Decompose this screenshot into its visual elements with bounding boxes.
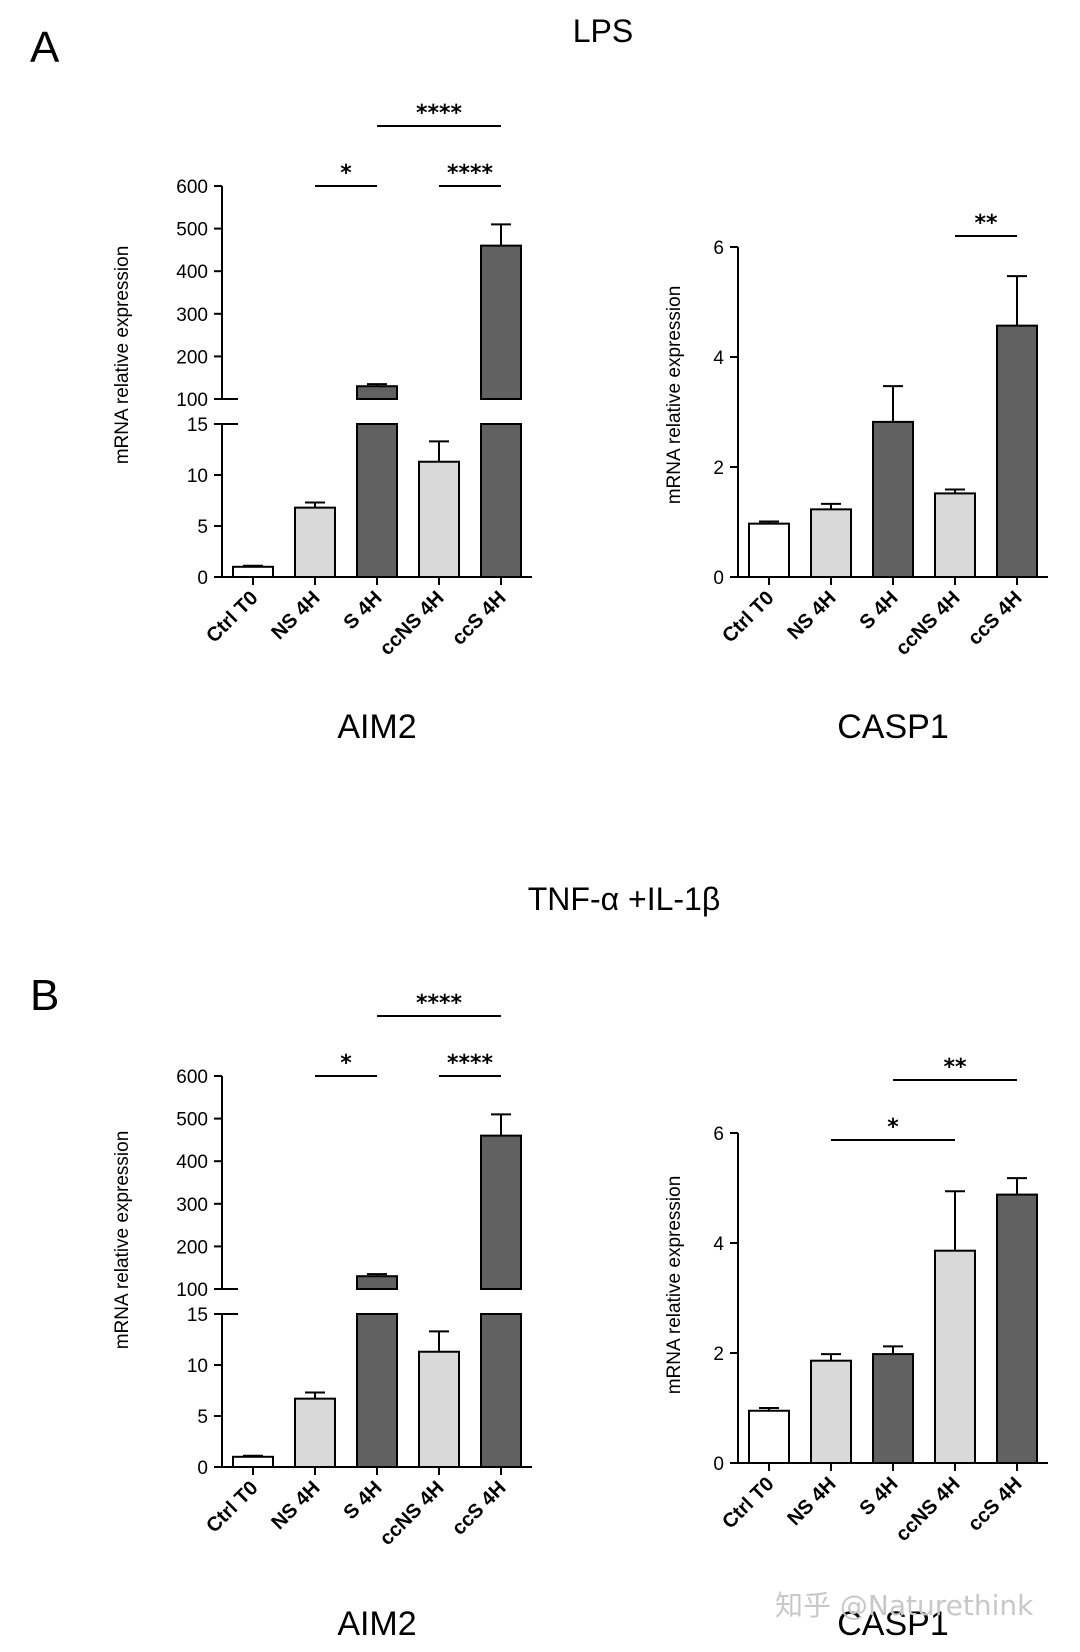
bar-ccs-4h-lower xyxy=(480,423,522,578)
significance-label: **** xyxy=(416,101,463,126)
x-tick-label: ccNS 4H xyxy=(892,1473,965,1546)
bar-ccs-4h xyxy=(996,1193,1038,1464)
bar-s-4h-upper xyxy=(356,385,398,401)
panel-a-letter: A xyxy=(30,23,60,72)
y-tick-label: 500 xyxy=(176,1110,208,1131)
x-tick-label: NS 4H xyxy=(267,1477,324,1534)
panel-a-condition-title: LPS xyxy=(573,13,633,49)
bar-ccns-4h xyxy=(934,492,976,578)
y-tick-label: 200 xyxy=(176,1237,208,1258)
chart-a-aim2: 0 5 10 15 100 200 300 400 500 600 Ctrl T0 NS 4H S 4H… xyxy=(112,101,532,746)
bar-ns-4h xyxy=(810,508,852,579)
y-tick-label: 200 xyxy=(176,347,208,368)
bar-ctrl-t0 xyxy=(748,522,790,579)
significance-label: * xyxy=(340,161,352,186)
y-tick-label: 5 xyxy=(197,1407,208,1428)
bar-s-4h xyxy=(872,420,914,578)
y-tick-label: 400 xyxy=(176,262,208,283)
y-axis-title: mRNA relative expression xyxy=(112,246,133,465)
watermark-text: 知乎 @Naturethink xyxy=(775,1589,1034,1622)
y-axis-title: mRNA relative expression xyxy=(664,1176,685,1395)
x-tick-label: S 4H xyxy=(856,587,903,634)
bar-ns-4h xyxy=(294,1397,336,1469)
y-tick-label: 100 xyxy=(176,1280,208,1301)
x-tick-label: NS 4H xyxy=(267,587,324,644)
y-tick-label: 400 xyxy=(176,1152,208,1173)
bar-s-4h-lower xyxy=(356,423,398,578)
x-tick-label: S 4H xyxy=(340,1477,387,1524)
x-tick-label: ccS 4H xyxy=(964,587,1027,650)
gene-label: AIM2 xyxy=(337,708,416,746)
x-tick-label: ccNS 4H xyxy=(892,587,965,660)
y-tick-label: 2 xyxy=(713,458,724,479)
bar-ctrl-t0 xyxy=(232,565,274,578)
y-axis-title: mRNA relative expression xyxy=(112,1131,133,1350)
y-tick-label: 0 xyxy=(197,1458,208,1479)
y-tick-label: 100 xyxy=(176,390,208,411)
x-tick-label: ccS 4H xyxy=(448,587,511,650)
bar-ccns-4h xyxy=(418,1350,460,1468)
panel-b-condition-title: TNF-α +IL-1β xyxy=(528,881,720,917)
x-tick-label: S 4H xyxy=(340,587,387,634)
y-tick-label: 600 xyxy=(176,177,208,198)
significance-label: **** xyxy=(416,991,463,1016)
significance-label: ** xyxy=(943,1055,967,1080)
bar-ctrl-t0 xyxy=(232,1455,274,1469)
significance-label: * xyxy=(340,1051,352,1076)
gene-label: AIM2 xyxy=(337,1605,416,1643)
y-tick-label: 0 xyxy=(713,1454,724,1475)
y-tick-label: 6 xyxy=(713,1124,724,1145)
y-tick-label: 10 xyxy=(187,1356,208,1377)
bar-ccs-4h xyxy=(996,324,1038,578)
x-tick-label: NS 4H xyxy=(783,587,840,644)
y-tick-label: 2 xyxy=(713,1344,724,1365)
panel-b-letter: B xyxy=(30,971,59,1020)
y-tick-label: 0 xyxy=(197,568,208,589)
bar-s-4h-upper xyxy=(356,1275,398,1290)
y-tick-label: 15 xyxy=(187,1305,208,1326)
y-tick-label: 600 xyxy=(176,1067,208,1088)
bar-ccs-4h-upper xyxy=(480,1134,522,1291)
significance-label: ** xyxy=(974,211,998,236)
x-tick-label: ccS 4H xyxy=(448,1477,511,1540)
x-tick-label: S 4H xyxy=(856,1473,903,1520)
significance-label: **** xyxy=(447,1051,494,1076)
bar-ccs-4h-lower xyxy=(480,1313,522,1468)
y-tick-label: 300 xyxy=(176,305,208,326)
gene-label: CASP1 xyxy=(837,1605,949,1643)
gene-label: CASP1 xyxy=(837,708,949,746)
y-axis-title: mRNA relative expression xyxy=(664,286,685,505)
y-tick-label: 500 xyxy=(176,220,208,241)
bar-ns-4h xyxy=(294,506,336,579)
x-tick-label: Ctrl T0 xyxy=(718,1473,778,1533)
x-tick-label: Ctrl T0 xyxy=(718,587,778,647)
bar-ccns-4h xyxy=(418,460,460,578)
y-tick-label: 4 xyxy=(713,348,724,369)
x-tick-label: NS 4H xyxy=(783,1473,840,1530)
y-tick-label: 0 xyxy=(713,568,724,589)
bar-ccs-4h-upper xyxy=(480,244,522,400)
bar-s-4h xyxy=(872,1353,914,1464)
y-tick-label: 5 xyxy=(197,517,208,538)
x-tick-label: ccS 4H xyxy=(964,1473,1027,1536)
x-tick-label: ccNS 4H xyxy=(376,1477,449,1550)
bar-s-4h-lower xyxy=(356,1313,398,1468)
y-tick-label: 10 xyxy=(187,466,208,487)
y-tick-label: 4 xyxy=(713,1234,724,1255)
y-tick-label: 6 xyxy=(713,238,724,259)
x-tick-label: Ctrl T0 xyxy=(202,587,262,647)
chart-b-aim2: 0 5 10 15 100 200 300 400 500 600 Ctrl T0 NS 4H S 4H… xyxy=(112,991,532,1643)
y-tick-label: 15 xyxy=(187,415,208,436)
bar-ctrl-t0 xyxy=(748,1409,790,1464)
significance-label: **** xyxy=(447,161,494,186)
x-tick-label: Ctrl T0 xyxy=(202,1477,262,1537)
x-tick-label: ccNS 4H xyxy=(376,587,449,660)
significance-label: * xyxy=(887,1115,899,1140)
bar-ccns-4h xyxy=(934,1249,976,1464)
bar-ns-4h xyxy=(810,1359,852,1464)
y-tick-label: 300 xyxy=(176,1195,208,1216)
